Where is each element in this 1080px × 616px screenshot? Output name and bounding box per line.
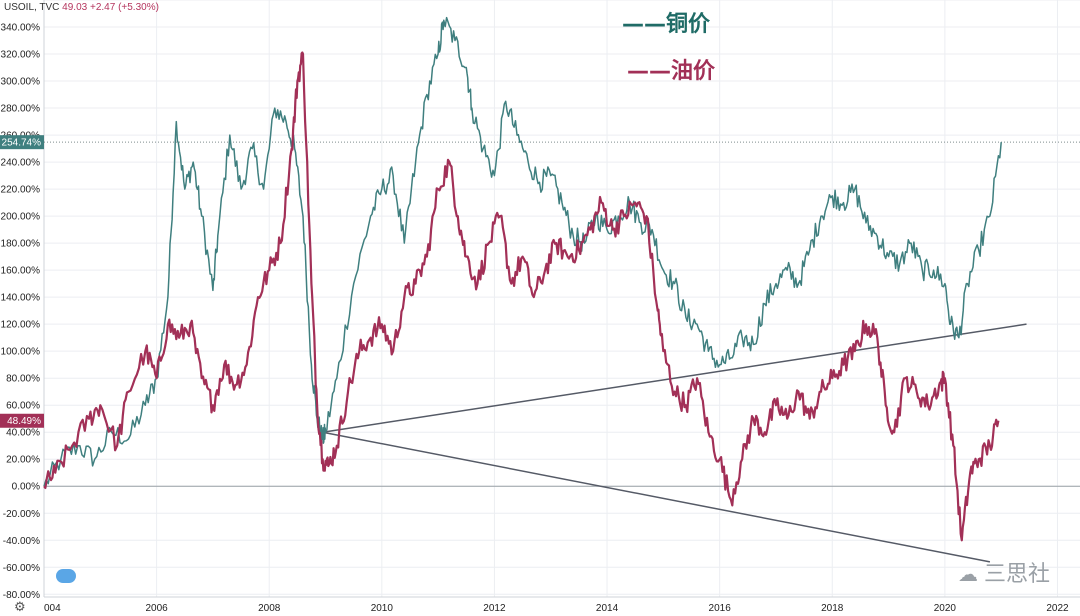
y-tick-label: 280.00% (1, 104, 41, 115)
y-tick-label: 140.00% (1, 293, 41, 304)
x-tick-label: 2018 (821, 603, 844, 614)
y-tick-label: 20.00% (6, 455, 40, 466)
x-tick-label: 2012 (483, 603, 506, 614)
watermark-text: 三思社 (983, 562, 1050, 587)
y-tick-label: 220.00% (1, 185, 41, 196)
watermark: ☁ 三思社 (958, 556, 1050, 588)
y-tick-label: 180.00% (1, 239, 41, 250)
y-tick-label: 300.00% (1, 77, 41, 88)
y-tick-label: 340.00% (1, 23, 41, 34)
x-tick-label: 2016 (709, 603, 732, 614)
series-line-copper (43, 16, 1002, 487)
x-tick-label: 2008 (258, 603, 281, 614)
series-line-oil (43, 51, 1000, 542)
gear-icon[interactable]: ⚙ (14, 599, 26, 614)
y-tick-label: -80.00% (3, 590, 40, 601)
y-tick-label: 120.00% (1, 320, 41, 331)
trendlines (322, 323, 1027, 563)
x-tick-label: 2022 (1046, 603, 1069, 614)
y-tick-label: 0.00% (12, 482, 40, 493)
y-tick-label: 80.00% (6, 374, 40, 385)
y-tick-label: 320.00% (1, 50, 41, 61)
y-axis-labels: -80.00% -60.00% -40.00% -20.00% 0.00% 20.00% 4… (1, 23, 41, 601)
price-label-bg-oil (0, 413, 44, 428)
tradingview-logo-icon[interactable] (56, 569, 76, 583)
series-lines (43, 16, 1002, 542)
x-tick-label: 2010 (371, 603, 394, 614)
price-labels: 254.74% 48.49% (0, 135, 44, 428)
legend-copper: ——铜价 (622, 12, 711, 37)
x-axis-labels: 004 2006 2008 2010 2012 2014 2016 2018 2020 2022 (44, 603, 1069, 614)
y-tick-label: 40.00% (6, 428, 40, 439)
y-tick-label: -40.00% (3, 536, 40, 547)
x-tick-label: 004 (44, 603, 61, 614)
symbol-change: +2.47 (+5.30%) (89, 2, 159, 13)
y-tick-label: 100.00% (1, 347, 41, 358)
price-label-copper: 254.74% (2, 138, 42, 149)
x-tick-label: 2006 (145, 603, 168, 614)
y-tick-label: 160.00% (1, 266, 41, 277)
symbol-header: USOIL, TVC 49.03 +2.47 (+5.30%) (4, 2, 159, 13)
symbol-name: USOIL, TVC (4, 2, 60, 13)
x-tick-label: 2014 (596, 603, 619, 614)
x-tick-label: 2020 (934, 603, 957, 614)
y-tick-label: 240.00% (1, 158, 41, 169)
y-tick-label: 60.00% (6, 401, 40, 412)
legend-oil: ——油价 (627, 59, 716, 84)
y-tick-label: 200.00% (1, 212, 41, 223)
symbol-price: 49.03 (62, 2, 88, 13)
price-label-bg-copper (0, 135, 44, 150)
trendline (322, 431, 991, 563)
y-tick-label: -60.00% (3, 563, 40, 574)
y-tick-label: -20.00% (3, 509, 40, 520)
grid-lines (43, 0, 1080, 597)
wechat-icon: ☁ (957, 562, 978, 586)
trendline (322, 323, 1027, 433)
price-label-oil: 48.49% (7, 416, 41, 427)
